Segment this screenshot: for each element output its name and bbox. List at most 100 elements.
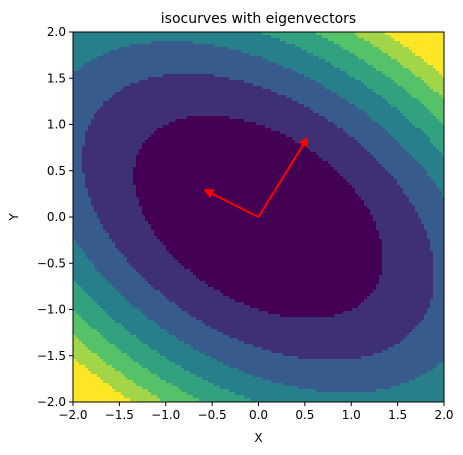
contour-band-cell: [436, 59, 440, 63]
contour-band-cell: [91, 137, 95, 141]
contour-band-cell: [100, 38, 104, 42]
contour-band-cell: [82, 110, 86, 114]
contour-band-cell: [103, 104, 107, 108]
contour-band-cell: [187, 137, 191, 141]
contour-band-cell: [208, 113, 212, 117]
contour-band-cell: [133, 71, 137, 75]
contour-band-cell: [430, 140, 434, 144]
contour-band-cell: [256, 110, 260, 114]
contour-band-cell: [256, 122, 260, 126]
contour-band-cell: [340, 140, 344, 144]
contour-band-cell: [379, 113, 383, 117]
contour-band-cell: [427, 35, 431, 39]
contour-band-cell: [433, 137, 437, 141]
contour-band-cell: [85, 146, 89, 150]
contour-band-cell: [394, 59, 398, 63]
contour-band-cell: [382, 113, 386, 117]
contour-band-cell: [181, 107, 185, 111]
contour-band-cell: [406, 98, 410, 102]
contour-band-cell: [439, 137, 443, 141]
contour-band-cell: [250, 122, 254, 126]
contour-band-cell: [187, 92, 191, 96]
contour-band-cell: [262, 101, 266, 105]
contour-band-cell: [130, 98, 134, 102]
contour-band-cell: [373, 131, 377, 135]
contour-band-cell: [235, 113, 239, 117]
contour-band-cell: [148, 143, 152, 147]
contour-band-cell: [367, 107, 371, 111]
contour-band-cell: [238, 41, 242, 45]
contour-band-cell: [232, 53, 236, 57]
contour-band-cell: [124, 143, 128, 147]
contour-band-cell: [250, 86, 254, 90]
contour-band-cell: [346, 71, 350, 75]
contour-band-cell: [328, 74, 332, 78]
contour-band-cell: [232, 110, 236, 114]
contour-band-cell: [373, 71, 377, 75]
contour-band-cell: [367, 104, 371, 108]
contour-band-cell: [136, 98, 140, 102]
contour-band-cell: [391, 38, 395, 42]
contour-band-cell: [403, 125, 407, 129]
contour-band-cell: [256, 77, 260, 81]
contour-band-cell: [121, 32, 125, 36]
contour-band-cell: [244, 47, 248, 51]
contour-band-cell: [94, 125, 98, 129]
contour-band-cell: [190, 116, 194, 120]
contour-band-cell: [361, 83, 365, 87]
contour-band-cell: [337, 83, 341, 87]
contour-band-cell: [145, 56, 149, 60]
contour-band-cell: [244, 38, 248, 42]
contour-band-cell: [157, 86, 161, 90]
contour-band-cell: [382, 77, 386, 81]
contour-band-cell: [292, 95, 296, 99]
contour-band-cell: [127, 62, 131, 66]
contour-band-cell: [166, 119, 170, 123]
contour-band-cell: [247, 89, 251, 93]
contour-band-cell: [184, 59, 188, 63]
contour-band-cell: [226, 125, 230, 129]
contour-band-cell: [358, 80, 362, 84]
contour-band-cell: [292, 131, 296, 135]
contour-band-cell: [247, 125, 251, 129]
contour-band-cell: [433, 62, 437, 66]
contour-band-cell: [199, 143, 203, 147]
contour-band-cell: [355, 131, 359, 135]
contour-band-cell: [112, 50, 116, 54]
contour-band-cell: [238, 62, 242, 66]
contour-band-cell: [436, 47, 440, 51]
contour-band-cell: [430, 86, 434, 90]
contour-band-cell: [127, 143, 131, 147]
contour-band-cell: [292, 113, 296, 117]
contour-band-cell: [292, 137, 296, 141]
contour-band-cell: [439, 131, 443, 135]
contour-band-cell: [286, 44, 290, 48]
contour-band-cell: [109, 122, 113, 126]
contour-band-cell: [436, 32, 440, 36]
contour-band-cell: [91, 140, 95, 144]
contour-band-cell: [247, 98, 251, 102]
contour-band-cell: [103, 89, 107, 93]
contour-band-cell: [154, 65, 158, 69]
contour-band-cell: [301, 104, 305, 108]
contour-band-cell: [436, 80, 440, 84]
contour-band-cell: [118, 35, 122, 39]
contour-band-cell: [400, 113, 404, 117]
contour-band-cell: [172, 95, 176, 99]
contour-band-cell: [421, 125, 425, 129]
contour-band-cell: [274, 74, 278, 78]
contour-band-cell: [190, 149, 194, 153]
contour-band-cell: [262, 122, 266, 126]
contour-band-cell: [118, 110, 122, 114]
contour-band-cell: [394, 77, 398, 81]
contour-band-cell: [265, 41, 269, 45]
contour-band-cell: [400, 74, 404, 78]
contour-band-cell: [169, 146, 173, 150]
contour-band-cell: [154, 104, 158, 108]
contour-band-cell: [139, 80, 143, 84]
contour-band-cell: [223, 134, 227, 138]
contour-band-cell: [244, 104, 248, 108]
contour-band-cell: [370, 71, 374, 75]
contour-band-cell: [280, 149, 284, 153]
contour-band-cell: [235, 101, 239, 105]
